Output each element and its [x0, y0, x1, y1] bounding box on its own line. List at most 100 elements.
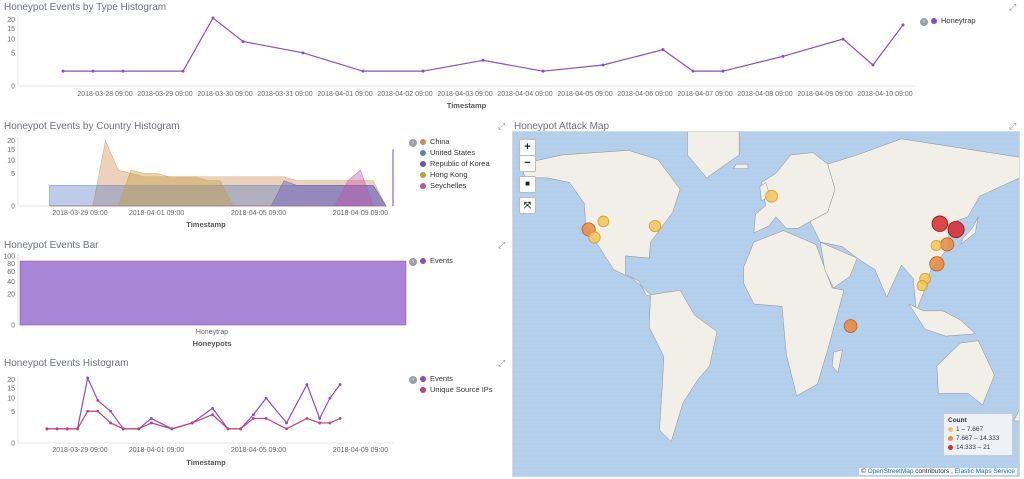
- y-tick-label: 20: [7, 138, 15, 145]
- events-histogram-expand-icon[interactable]: ⤢: [498, 358, 506, 368]
- map-legend-label: 7.667 – 14.333: [956, 435, 1000, 442]
- events-series-point-1: [121, 427, 125, 431]
- bar-legend-item[interactable]: Events: [420, 255, 453, 266]
- events-legend-item[interactable]: Unique Source IPs: [420, 384, 493, 395]
- country-legend-item[interactable]: China: [420, 136, 490, 147]
- events-legend-toggle-icon[interactable]: ›: [409, 376, 417, 384]
- land-madagascar: [831, 349, 843, 374]
- y-tick-label: 5: [11, 171, 15, 178]
- y-tick-label: 15: [7, 26, 15, 33]
- land-iceland: [732, 163, 749, 169]
- attack-point: [648, 219, 662, 233]
- attack-map-expand-icon[interactable]: ⤢: [1009, 121, 1017, 131]
- x-tick-label: 2018-03-29 09:00: [52, 210, 107, 217]
- zoom-out-button[interactable]: −: [519, 155, 536, 172]
- country-histogram-title: Honeypot Events by Country Histogram: [4, 121, 180, 132]
- x-tick-label: 2018-04-08 09:00: [737, 91, 792, 98]
- y-tick-label: 20: [7, 17, 15, 24]
- events-series-point-0: [338, 383, 342, 386]
- land-japan: [960, 216, 979, 245]
- elastic-maps-service-link[interactable]: Elastic Maps Service: [954, 468, 1015, 475]
- events-series-point-1: [252, 417, 255, 420]
- events-legend-item[interactable]: Events: [420, 373, 493, 384]
- map-legend-swatch: [948, 427, 953, 432]
- country-histogram-expand-icon[interactable]: ⤢: [498, 121, 506, 131]
- map-legend-label: 14.333 – 21: [956, 444, 991, 451]
- draw-rectangle-button[interactable]: ■: [519, 176, 536, 193]
- x-tick-label: 2018-04-09 09:00: [797, 91, 852, 98]
- land-indonesia: [908, 303, 976, 337]
- x-tick-label: 2018-04-03 09:00: [437, 91, 492, 98]
- honeytrap-point: [421, 69, 425, 73]
- country-histogram-legend: China United States Republic of Korea Hong …: [420, 136, 490, 191]
- attack-point: [765, 189, 778, 203]
- type-histogram-expand-icon[interactable]: ⤢: [1009, 2, 1017, 12]
- y-tick-label: 15: [7, 386, 15, 393]
- zoom-in-button[interactable]: +: [519, 139, 536, 156]
- events-series-point-0: [150, 417, 153, 420]
- honeytrap-point: [601, 63, 605, 67]
- type-legend-toggle-icon[interactable]: ›: [920, 18, 928, 26]
- x-axis-label: Timestamp: [186, 458, 226, 467]
- map-legend: Count 1 – 7.667 7.667 – 14.333 14.333 – 21: [943, 413, 1013, 456]
- type-legend-item[interactable]: Honeytrap: [931, 15, 976, 26]
- type-histogram-chart: 0 5 10 15 20 2018-03-28 09:00 2018-03-29 09:00…: [7, 16, 915, 110]
- y-tick-label: 100: [3, 254, 15, 261]
- openstreetmap-link[interactable]: OpenStreetMap: [867, 468, 914, 475]
- bar-legend-toggle-icon[interactable]: ›: [409, 258, 417, 266]
- honeytrap-point: [91, 69, 95, 73]
- honeytrap-point: [871, 63, 875, 67]
- events-series-point-1: [328, 421, 332, 425]
- events-series-point-1: [45, 427, 49, 431]
- x-axis-label: Timestamp: [447, 101, 487, 110]
- country-legend-item[interactable]: Hong Kong: [420, 169, 490, 180]
- map-legend-item: 1 – 7.667: [948, 425, 1008, 434]
- map-landmasses: [520, 132, 1019, 443]
- x-tick-label: 2018-04-07 09:00: [677, 91, 732, 98]
- y-tick-label: 40: [7, 279, 15, 286]
- attack-map[interactable]: + − ■ ⤧ Count 1 – 7.667 7.667 – 14.333 14.…: [512, 131, 1020, 477]
- events-series-point-1: [65, 427, 69, 431]
- events-histogram-legend: Events Unique Source IPs: [420, 373, 493, 395]
- attack-point: [597, 215, 610, 228]
- x-axis-label: Timestamp: [186, 220, 226, 229]
- x-tick-label: 2018-04-01 09:00: [129, 210, 184, 217]
- attribution-copyright: ©: [860, 468, 866, 475]
- honeytrap-point: [481, 58, 485, 62]
- events-series-point-1: [109, 421, 112, 425]
- events-series-point-0: [328, 396, 332, 400]
- honeytrap-point: [661, 48, 665, 52]
- world-map-canvas[interactable]: [513, 132, 1019, 476]
- country-legend-item[interactable]: Republic of Korea: [420, 158, 490, 169]
- y-tick-label: 5: [11, 50, 15, 57]
- country-legend-item[interactable]: Seychelles: [420, 180, 490, 191]
- events-series-point-1: [226, 427, 230, 431]
- x-tick-label: 2018-04-01 09:00: [129, 447, 184, 454]
- land-africa: [743, 230, 845, 397]
- honeytrap-point: [121, 69, 125, 73]
- attack-point: [940, 237, 955, 252]
- honeytrap-point: [691, 69, 695, 73]
- events-series-point-1: [285, 427, 288, 431]
- legend-swatch: [420, 160, 426, 167]
- fit-bounds-button[interactable]: ⤧: [519, 197, 536, 214]
- y-tick-label: 20: [7, 292, 15, 299]
- events-series-point-0: [211, 406, 215, 410]
- x-tick-label: 2018-03-30 09:00: [197, 91, 252, 98]
- events-series-point-1: [338, 417, 342, 420]
- events-series-point-1: [305, 417, 309, 420]
- country-legend-toggle-icon[interactable]: ›: [409, 139, 417, 147]
- events-bar-expand-icon[interactable]: ⤢: [498, 240, 506, 250]
- map-points: [581, 189, 965, 333]
- map-attribution: © OpenStreetMap contributors , Elastic M…: [858, 468, 1017, 475]
- map-legend-swatch: [948, 436, 953, 441]
- country-legend-item[interactable]: United States: [420, 147, 490, 158]
- events-series-point-1: [76, 427, 79, 431]
- legend-swatch: [420, 386, 426, 393]
- map-legend-title: Count: [948, 417, 967, 424]
- x-category-label: Honeytrap: [196, 329, 228, 336]
- honeytrap-point: [61, 69, 65, 73]
- x-tick-label: 2018-03-29 09:00: [137, 91, 192, 98]
- events-series-point-0: [86, 376, 90, 380]
- events-series-point-0: [252, 413, 255, 417]
